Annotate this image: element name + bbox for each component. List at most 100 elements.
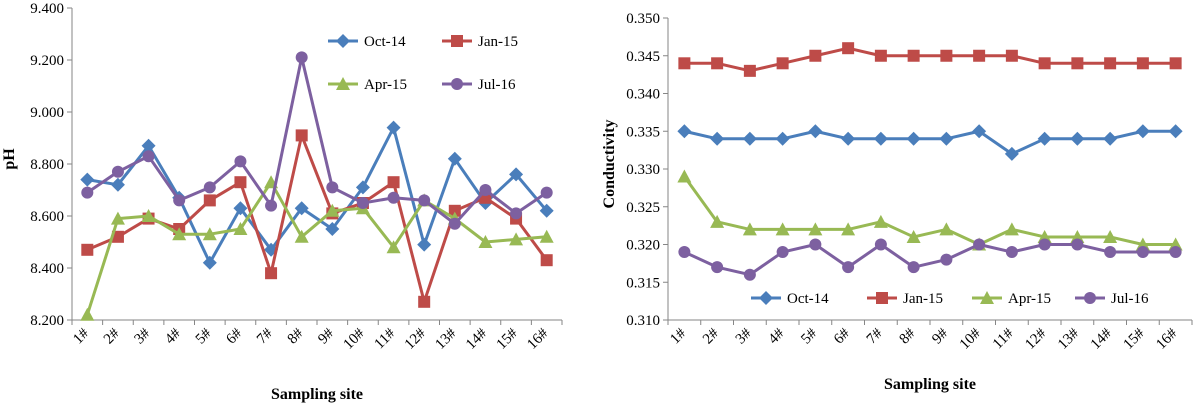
ph-x-axis-title: Sampling site (271, 386, 363, 403)
ph-data-point (417, 237, 432, 252)
cond-legend-item: Apr-15 (972, 291, 1051, 307)
ph-legend-item: Jan-15 (442, 34, 518, 50)
ph-data-point (265, 199, 278, 212)
cond-data-point (906, 131, 921, 146)
ph-legend-marker (336, 77, 350, 90)
cond-data-point (973, 49, 986, 62)
ph-data-point (265, 267, 278, 280)
cond-data-point (1104, 57, 1117, 70)
ph-data-point (80, 307, 95, 321)
ph-y-tick-label: 8.800 (30, 157, 64, 173)
cond-y-tick-label: 0.315 (626, 275, 660, 291)
ph-x-tick-label: 1# (70, 325, 92, 347)
cond-data-point (1169, 57, 1182, 70)
cond-data-point (907, 261, 920, 274)
ph-x-tick-label: 7# (254, 325, 276, 347)
ph-data-point (510, 207, 523, 220)
cond-data-point (841, 222, 856, 236)
ph-data-point (418, 194, 431, 207)
cond-data-point (907, 49, 920, 62)
cond-data-point (972, 124, 987, 139)
ph-x-tick-label: 5# (193, 325, 215, 347)
cond-data-point (1136, 57, 1149, 70)
cond-legend-label: Apr-15 (1008, 291, 1051, 307)
cond-data-point (939, 222, 954, 236)
cond-x-tick-label: 1# (667, 325, 689, 347)
cond-y-tick-label: 0.310 (626, 313, 660, 329)
ph-x-tick-label: 13# (432, 325, 460, 353)
ph-data-point (387, 176, 400, 189)
cond-data-point (1071, 57, 1084, 70)
cond-y-tick-label: 0.330 (626, 162, 660, 178)
ph-x-tick-label: 15# (494, 325, 522, 353)
ph-series-line (87, 126, 548, 265)
cond-series-line (683, 243, 1176, 277)
ph-y-tick-label: 9.400 (30, 1, 64, 17)
ph-data-point (203, 181, 216, 194)
ph-data-point (141, 209, 156, 222)
cond-data-point (775, 222, 790, 236)
ph-data-point (325, 203, 340, 217)
ph-data-point (295, 129, 308, 142)
cond-x-tick-label: 4# (766, 325, 788, 347)
cond-series-oct-14 (677, 124, 1183, 161)
ph-x-tick-label: 2# (101, 325, 123, 347)
ph-data-point (539, 229, 554, 243)
cond-data-point (906, 229, 921, 243)
ph-y-tick-label: 9.000 (30, 105, 64, 121)
ph-x-tick-label: 8# (285, 325, 307, 347)
cond-x-tick-label: 14# (1088, 325, 1116, 353)
cond-series-apr-15 (677, 169, 1183, 251)
cond-series-line (684, 46, 1176, 73)
ph-y-tick-label: 8.600 (30, 209, 64, 225)
cond-data-point (776, 246, 789, 259)
ph-data-point (325, 222, 340, 236)
ph-x-tick-label: 9# (315, 325, 337, 347)
ph-y-axis-title: pH (1, 148, 18, 170)
cond-x-tick-label: 6# (831, 325, 853, 347)
cond-data-point (678, 246, 691, 259)
ph-data-point (478, 235, 493, 248)
cond-data-point (1005, 49, 1018, 62)
ph-data-point (479, 184, 492, 196)
cond-x-tick-label: 9# (929, 325, 951, 347)
cond-legend-label: Oct-14 (787, 291, 829, 307)
cond-data-point (677, 169, 692, 183)
cond-legend-item: Jan-15 (867, 291, 943, 307)
cond-data-point (677, 124, 692, 139)
cond-y-tick-label: 0.340 (626, 87, 660, 103)
cond-data-point (710, 131, 725, 146)
cond-data-point (1169, 246, 1182, 259)
cond-data-point (1038, 238, 1051, 251)
cond-data-point (1037, 131, 1052, 146)
ph-data-point (540, 186, 553, 199)
ph-data-point (80, 172, 95, 187)
cond-data-point (1070, 131, 1085, 146)
cond-legend-item: Jul-16 (1075, 291, 1149, 307)
cond-data-point (809, 238, 822, 251)
cond-data-point (973, 238, 986, 251)
cond-data-point (710, 214, 725, 228)
cond-data-point (678, 57, 691, 70)
cond-data-point (808, 124, 823, 139)
cond-x-tick-label: 3# (733, 325, 755, 347)
cond-x-tick-label: 10# (957, 325, 985, 353)
cond-data-point (809, 49, 822, 62)
ph-x-tick-label: 4# (162, 325, 184, 347)
cond-data-point (940, 253, 953, 266)
cond-series-jul-16 (678, 238, 1182, 281)
cond-data-point (1136, 246, 1149, 259)
cond-x-tick-label: 15# (1120, 325, 1148, 353)
ph-y-tick-label: 8.400 (30, 261, 64, 277)
cond-legend-marker (980, 291, 994, 304)
cond-data-point (742, 222, 757, 236)
ph-x-tick-label: 3# (131, 325, 153, 347)
ph-data-point (509, 232, 524, 246)
ph-data-point (233, 201, 248, 216)
ph-y-tick-label: 8.200 (30, 313, 64, 329)
ph-legend-item: Apr-15 (328, 77, 407, 93)
cond-x-tick-label: 7# (864, 325, 886, 347)
ph-data-point (233, 222, 248, 235)
